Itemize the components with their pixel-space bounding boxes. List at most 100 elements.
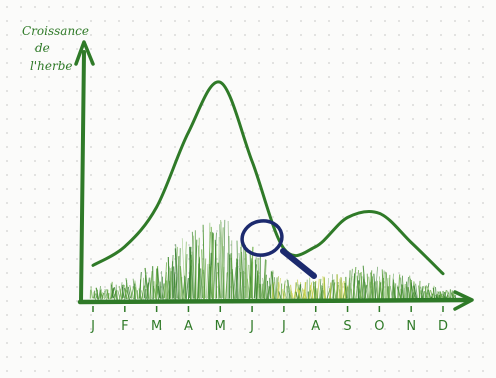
- grass-blade: [379, 276, 383, 299]
- grass-blade: [277, 275, 279, 300]
- grass-blade: [249, 253, 253, 299]
- grass-blade: [244, 249, 248, 299]
- grass-blade: [219, 224, 222, 300]
- grass-blade: [374, 281, 379, 300]
- grass-blade: [190, 254, 194, 299]
- grass-blade: [257, 257, 260, 299]
- grass-blade: [366, 273, 369, 299]
- grass-blade: [132, 278, 136, 300]
- grass-blade: [210, 226, 215, 299]
- grass-blade: [314, 281, 317, 300]
- grass-blade: [263, 259, 267, 299]
- grass-blade: [429, 289, 434, 299]
- x-tick-label-1: F: [121, 319, 128, 334]
- grass-blade: [134, 280, 139, 299]
- x-tick-label-8: S: [343, 319, 351, 334]
- grass-blade: [185, 278, 190, 300]
- x-tick-label-11: D: [438, 319, 448, 334]
- grass-blade: [231, 268, 235, 299]
- grass-blade: [201, 249, 205, 300]
- grass-blade: [204, 258, 207, 300]
- grass-blade: [222, 246, 225, 300]
- x-tick-label-5: J: [249, 319, 254, 334]
- grass-blade: [239, 268, 243, 300]
- grass-blade: [331, 274, 335, 299]
- grass-blade: [118, 285, 122, 300]
- grass-blade: [164, 262, 167, 299]
- grass-blade: [117, 290, 121, 300]
- grass-blade: [427, 286, 431, 299]
- grass-blade: [205, 263, 209, 300]
- grass-blade: [323, 276, 326, 300]
- grass-blade: [368, 270, 373, 299]
- series-points: [92, 81, 444, 275]
- grass-blade: [410, 278, 414, 299]
- grass-blade: [179, 271, 183, 300]
- grass-blade: [179, 248, 181, 300]
- grass-blade: [275, 277, 278, 299]
- grass-blade: [191, 231, 196, 299]
- grass-blade: [155, 284, 160, 300]
- grass-blade: [312, 281, 316, 300]
- grass-blade: [113, 291, 116, 300]
- x-tick-label-9: O: [374, 319, 384, 334]
- grass-blade: [217, 262, 221, 299]
- grass-blade: [377, 280, 380, 300]
- grass-blade: [391, 273, 394, 300]
- grass-blade: [228, 235, 230, 299]
- grass-blade: [268, 277, 272, 299]
- grass-blade: [267, 285, 270, 300]
- grass-blade: [356, 275, 359, 299]
- grass-blade: [362, 279, 365, 300]
- series-line-growth: [91, 80, 445, 276]
- grass-blade: [240, 246, 244, 300]
- grass-blade: [260, 284, 263, 300]
- grass-blade: [189, 246, 192, 300]
- grass-blade: [310, 285, 314, 299]
- grass-blade: [385, 272, 389, 299]
- grass-blade: [271, 271, 276, 299]
- grass-blade: [198, 259, 202, 300]
- grass-blade: [329, 282, 332, 299]
- grass-blade: [181, 238, 186, 300]
- grass-blade: [215, 242, 218, 299]
- grass-blade: [106, 289, 110, 300]
- grass-blade: [127, 286, 131, 299]
- grass-blade: [98, 286, 101, 300]
- grass-blade: [392, 278, 397, 300]
- grass-blade: [159, 281, 162, 300]
- grass-blade: [281, 288, 284, 300]
- grass-blade: [397, 286, 402, 299]
- grass-blade: [370, 272, 375, 300]
- grass-blade: [295, 291, 299, 300]
- x-axis-arrowhead: [453, 290, 474, 311]
- grass-blade: [153, 288, 157, 301]
- y-axis-label-line-2: de: [35, 41, 50, 55]
- grass-blade: [246, 253, 249, 299]
- y-axis-label-line-3: l'herbe: [30, 59, 73, 73]
- grass-blade: [348, 270, 351, 299]
- grass-blade: [364, 281, 369, 299]
- grass-blade: [401, 284, 404, 299]
- magnifier-glass-icon: [240, 219, 317, 279]
- grass-blade: [243, 244, 245, 299]
- grass-blade: [183, 241, 187, 300]
- grass-blade: [104, 288, 108, 299]
- grass-blade: [332, 280, 337, 300]
- x-axis: [77, 297, 471, 305]
- grass-blade: [358, 284, 362, 299]
- grass-blade: [405, 286, 409, 300]
- grass-blade: [223, 219, 226, 300]
- grass-blade: [99, 289, 102, 299]
- grass-blade: [261, 283, 264, 299]
- grass-blade: [303, 289, 307, 300]
- grass-blade: [103, 292, 105, 300]
- grass-blade: [399, 277, 403, 300]
- x-tick-label-4: M: [215, 319, 226, 334]
- grass-blade: [165, 275, 167, 300]
- grass-blade: [124, 290, 128, 300]
- y-axis: [79, 50, 86, 304]
